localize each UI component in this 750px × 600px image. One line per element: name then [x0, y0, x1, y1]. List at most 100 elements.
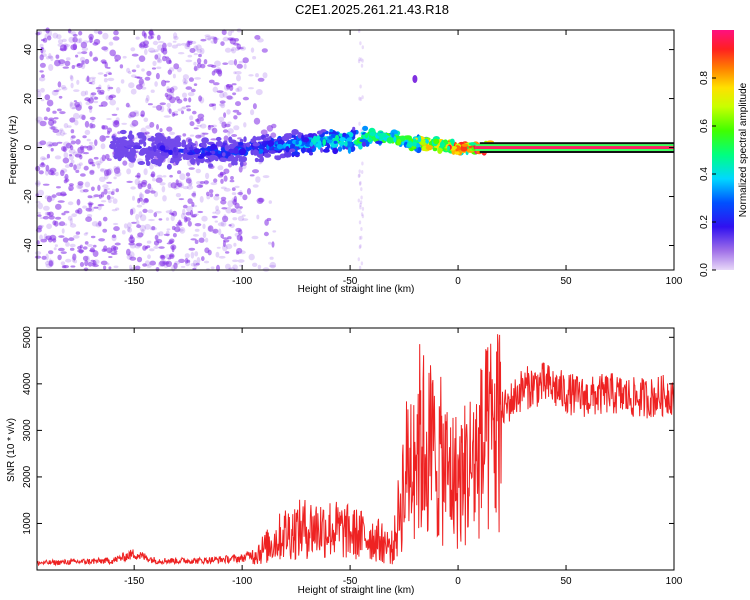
noise-speck — [268, 200, 272, 204]
trace-blob — [295, 140, 299, 145]
noise-speck — [155, 210, 162, 214]
noise-speck — [181, 42, 187, 46]
noise-speck — [68, 237, 75, 242]
noise-speck — [256, 214, 260, 220]
noise-speck — [160, 261, 166, 267]
noise-speck — [131, 119, 139, 127]
noise-speck — [155, 267, 160, 272]
noise-speck — [72, 151, 80, 156]
noise-speck — [211, 70, 216, 76]
noise-speck — [237, 191, 243, 196]
noise-speck — [159, 102, 166, 106]
noise-speck — [62, 66, 69, 69]
trace-blob — [153, 145, 157, 152]
noise-speck — [41, 255, 47, 260]
noise-speck — [159, 128, 163, 133]
trace-blob — [322, 138, 327, 146]
noise-speck — [35, 182, 41, 185]
noise-speck — [86, 145, 93, 151]
trace-blob — [190, 157, 196, 165]
noise-speck — [187, 54, 193, 58]
trace-blob — [316, 130, 323, 135]
trace-blob — [460, 145, 468, 152]
noise-speck — [131, 53, 139, 57]
noise-speck — [80, 41, 88, 49]
noise-speck — [357, 59, 361, 64]
noise-speck — [220, 41, 225, 46]
noise-speck — [175, 96, 180, 101]
noise-speck — [361, 214, 365, 219]
noise-speck — [47, 35, 52, 41]
noise-speck — [69, 247, 75, 251]
noise-speck — [92, 42, 99, 46]
noise-speck — [113, 30, 119, 36]
noise-speck — [201, 215, 208, 222]
noise-speck — [108, 86, 114, 90]
noise-speck — [248, 87, 254, 90]
noise-speck — [157, 41, 165, 44]
noise-speck — [69, 117, 76, 123]
noise-speck — [108, 72, 112, 75]
colorbar-gradient — [712, 30, 734, 270]
y-tick-label: 2000 — [22, 465, 33, 488]
noise-speck — [67, 215, 73, 221]
noise-speck — [175, 193, 181, 198]
noise-speck — [153, 212, 158, 218]
noise-speck — [137, 232, 144, 238]
trace-blob — [433, 138, 440, 145]
noise-speck — [222, 215, 229, 222]
noise-speck — [61, 86, 68, 91]
x-tick-label: -50 — [343, 276, 358, 287]
noise-speck — [183, 97, 188, 102]
noise-speck — [173, 63, 180, 70]
trace-blob — [232, 147, 239, 154]
noise-speck — [258, 162, 262, 165]
noise-speck — [202, 132, 209, 135]
noise-speck — [222, 91, 228, 98]
noise-speck — [237, 215, 245, 222]
trace-blob — [117, 146, 122, 152]
trace-blob — [344, 140, 348, 147]
noise-speck — [172, 73, 176, 79]
noise-speck — [78, 114, 86, 120]
noise-speck — [229, 223, 235, 229]
noise-speck — [185, 178, 192, 184]
noise-speck — [40, 99, 45, 102]
noise-speck — [221, 29, 227, 36]
noise-speck — [254, 35, 261, 40]
noise-speck — [180, 265, 186, 268]
noise-speck — [193, 234, 199, 237]
noise-speck — [188, 167, 195, 170]
isolated-spot — [412, 75, 418, 83]
noise-speck — [215, 205, 220, 211]
noise-speck — [246, 188, 252, 195]
trace-blob — [120, 150, 127, 155]
noise-speck — [129, 234, 134, 240]
noise-speck — [141, 68, 145, 72]
noise-speck — [76, 198, 81, 206]
noise-speck — [149, 187, 154, 193]
noise-speck — [128, 82, 135, 89]
noise-speck — [42, 37, 48, 43]
noise-speck — [44, 169, 49, 176]
noise-speck — [84, 120, 90, 128]
noise-speck — [122, 55, 127, 59]
noise-speck — [70, 75, 74, 82]
noise-speck — [69, 162, 74, 168]
noise-speck — [218, 103, 225, 107]
noise-speck — [40, 156, 46, 161]
noise-speck — [359, 41, 362, 46]
noise-speck — [44, 261, 50, 266]
noise-speck — [113, 165, 118, 171]
noise-speck — [135, 220, 140, 226]
trace-blob — [183, 148, 188, 153]
noise-speck — [92, 250, 99, 257]
noise-speck — [70, 159, 75, 164]
noise-speck — [92, 57, 99, 62]
noise-speck — [73, 89, 80, 92]
noise-speck — [73, 100, 77, 103]
noise-speck — [185, 211, 192, 216]
noise-speck — [54, 59, 61, 67]
noise-speck — [237, 86, 243, 92]
noise-speck — [212, 215, 217, 219]
